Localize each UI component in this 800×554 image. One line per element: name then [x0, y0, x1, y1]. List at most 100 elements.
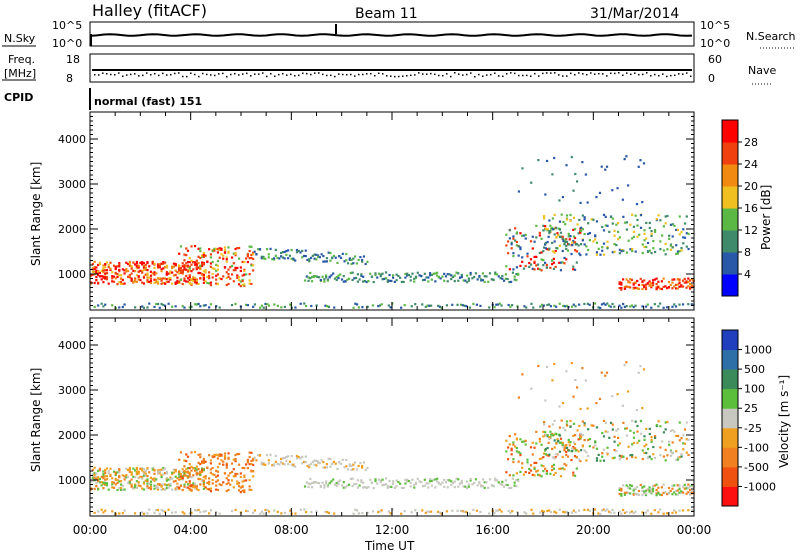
power-cell	[421, 303, 424, 306]
velocity-cell	[651, 490, 655, 493]
power-cell	[310, 280, 314, 283]
velocity-cell	[383, 483, 386, 486]
power-cell	[548, 231, 551, 235]
power-cell	[246, 260, 249, 264]
power-cell	[188, 278, 191, 281]
power-colorbar-tick-label: 4	[744, 268, 751, 281]
velocity-cell	[179, 477, 183, 480]
power-cell	[158, 306, 161, 309]
velocity-cell	[377, 478, 381, 481]
velocity-cell	[132, 475, 135, 478]
power-cell	[134, 306, 137, 309]
velocity-cell	[167, 508, 170, 511]
power-cell	[605, 165, 609, 168]
velocity-cell	[190, 465, 193, 468]
power-cell	[457, 279, 460, 282]
power-cell	[146, 306, 149, 309]
nave-point	[178, 72, 180, 74]
power-cell	[234, 302, 237, 306]
power-cell	[232, 252, 235, 255]
velocity-cell	[144, 479, 147, 482]
power-cell	[144, 273, 147, 276]
power-cell	[620, 306, 623, 309]
velocity-cell	[643, 438, 646, 441]
power-cell	[188, 306, 191, 309]
nave-point	[518, 74, 520, 77]
power-cell	[325, 260, 329, 263]
velocity-cell	[553, 439, 556, 442]
power-colorbar-swatch	[722, 186, 738, 209]
velocity-cell	[434, 478, 437, 481]
velocity-cell	[515, 485, 518, 488]
velocity-cell	[190, 451, 193, 454]
power-cell	[332, 254, 336, 258]
velocity-cell	[197, 472, 200, 475]
power-cell	[281, 256, 284, 259]
nsearch-label: N.Search	[746, 30, 796, 43]
velocity-cell	[573, 455, 577, 458]
power-cell	[623, 158, 626, 161]
nave-point	[670, 74, 672, 77]
nave-point	[462, 74, 464, 76]
velocity-cell	[548, 437, 551, 441]
power-cell	[678, 282, 681, 285]
velocity-cell	[236, 480, 239, 483]
velocity-cell	[126, 481, 130, 484]
power-cell	[356, 280, 359, 283]
velocity-cell	[685, 421, 688, 424]
power-cell	[430, 278, 433, 281]
power-cell	[508, 280, 511, 284]
velocity-cell	[531, 441, 534, 444]
velocity-cell	[556, 438, 559, 441]
power-cell	[662, 277, 665, 280]
power-cell	[234, 247, 237, 251]
power-cell	[160, 268, 163, 271]
power-cell	[458, 276, 462, 279]
velocity-colorbar-swatch	[722, 388, 738, 409]
power-cell	[281, 251, 284, 254]
velocity-cell	[620, 456, 623, 459]
power-cell	[448, 273, 451, 276]
power-cell	[584, 173, 587, 176]
power-cell	[211, 260, 214, 264]
velocity-cell	[265, 454, 269, 457]
power-cell	[323, 280, 326, 283]
velocity-cell	[625, 457, 628, 460]
nave-point	[190, 72, 192, 74]
power-cell	[671, 235, 674, 238]
velocity-cell	[95, 484, 98, 488]
power-cell	[246, 253, 249, 256]
power-cell	[118, 262, 121, 265]
power-cell	[463, 304, 466, 307]
power-cell	[607, 304, 611, 307]
nave-point	[166, 74, 168, 76]
power-cell	[215, 247, 218, 250]
power-cell	[575, 261, 578, 264]
velocity-cell	[574, 378, 577, 382]
velocity-cell	[162, 509, 165, 513]
power-cell	[634, 304, 637, 307]
velocity-cell	[356, 509, 359, 512]
power-cell	[570, 252, 573, 256]
velocity-cell	[646, 509, 649, 512]
power-colorbar-label: Power [dB]	[759, 185, 773, 250]
power-cell	[155, 272, 158, 275]
power-cell	[135, 280, 139, 284]
power-cell	[465, 274, 469, 277]
velocity-cell	[378, 510, 382, 513]
power-cell	[236, 274, 239, 277]
power-cell	[197, 255, 200, 258]
velocity-cell	[646, 447, 650, 451]
power-cell	[146, 273, 149, 277]
velocity-cell	[432, 478, 435, 481]
velocity-cell	[100, 484, 103, 487]
velocity-cell	[549, 430, 552, 433]
power-cell	[135, 265, 139, 268]
velocity-cell	[199, 470, 202, 473]
power-cell	[346, 262, 350, 265]
power-cell	[112, 275, 116, 278]
power-cell	[565, 304, 568, 307]
power-cell	[137, 264, 140, 267]
nave-point	[482, 75, 484, 77]
nave-point	[202, 72, 204, 75]
